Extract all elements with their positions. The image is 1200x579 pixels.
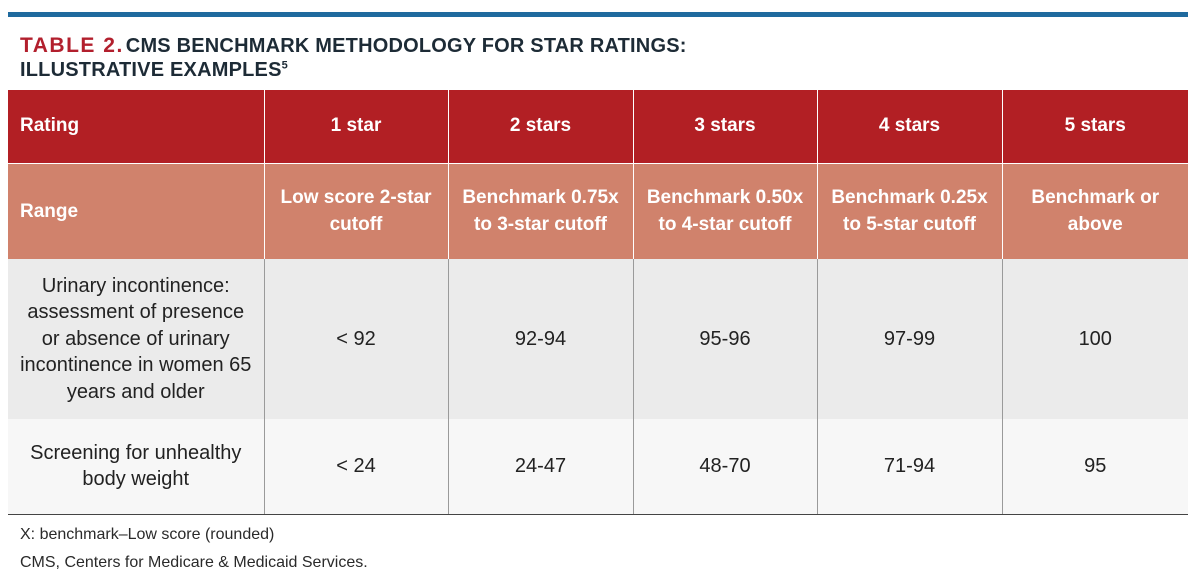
cell-2-stars: 24-47 [447,419,633,515]
cell-5-stars: 100 [1001,259,1188,419]
range-1-star: Low score 2-star cutoff [263,162,448,259]
cell-4-stars: 97-99 [816,259,1002,419]
footnote-benchmark: X: benchmark–Low score (rounded) [20,526,275,543]
cell-4-stars: 71-94 [816,419,1002,515]
table-row: Screening for unhealthy body weight < 24… [8,419,1188,515]
range-3-stars: Benchmark 0.50x to 4-star cutoff [632,162,817,259]
cell-2-stars: 92-94 [447,259,633,419]
cell-3-stars: 95-96 [632,259,817,419]
cell-3-stars: 48-70 [632,419,817,515]
cell-1-star: < 92 [263,259,448,419]
table-title-line2: ILLUSTRATIVE EXAMPLES [20,59,282,81]
cell-1-star: < 24 [263,419,448,515]
rating-5-stars: 5 stars [1001,90,1188,163]
top-rule [8,12,1188,17]
range-2-stars: Benchmark 0.75x to 3-star cutoff [447,162,633,259]
rating-3-stars: 3 stars [632,90,817,163]
footnote-cms: CMS, Centers for Medicare & Medicaid Ser… [20,554,368,571]
star-ratings-table: Rating 1 star 2 stars 3 stars 4 stars 5 … [8,90,1188,515]
rating-header-row: Rating 1 star 2 stars 3 stars 4 stars 5 … [8,90,1188,163]
cell-5-stars: 95 [1001,419,1188,515]
rating-2-stars: 2 stars [447,90,633,163]
table-label: TABLE 2. [20,34,124,57]
range-4-stars: Benchmark 0.25x to 5-star cutoff [816,162,1002,259]
range-header-row: Range Low score 2-star cutoff Benchmark … [8,162,1188,259]
rating-4-stars: 4 stars [816,90,1002,163]
table-title: TABLE 2. CMS BENCHMARK METHODOLOGY FOR ST… [20,34,1180,82]
reference-superscript: 5 [281,59,288,72]
table-title-line1: CMS BENCHMARK METHODOLOGY FOR STAR RATIN… [125,35,687,57]
range-5-stars: Benchmark or above [1001,162,1188,259]
footnotes: X: benchmark–Low score (rounded) CMS, Ce… [20,521,368,577]
measure-name: Screening for unhealthy body weight [8,419,264,515]
rating-1-star: 1 star [263,90,448,163]
rating-label: Rating [8,90,264,163]
measure-name: Urinary incontinence: assessment of pres… [8,259,264,419]
range-label: Range [8,162,264,259]
table-row: Urinary incontinence: assessment of pres… [8,259,1188,419]
